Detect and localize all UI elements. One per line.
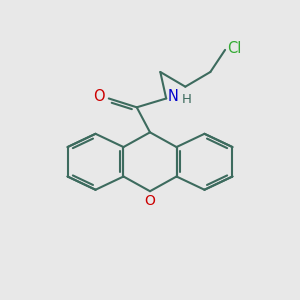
Text: O: O [94, 89, 105, 104]
Text: H: H [182, 93, 191, 106]
Text: N: N [168, 89, 178, 104]
Text: Cl: Cl [227, 41, 242, 56]
Text: O: O [145, 194, 155, 208]
